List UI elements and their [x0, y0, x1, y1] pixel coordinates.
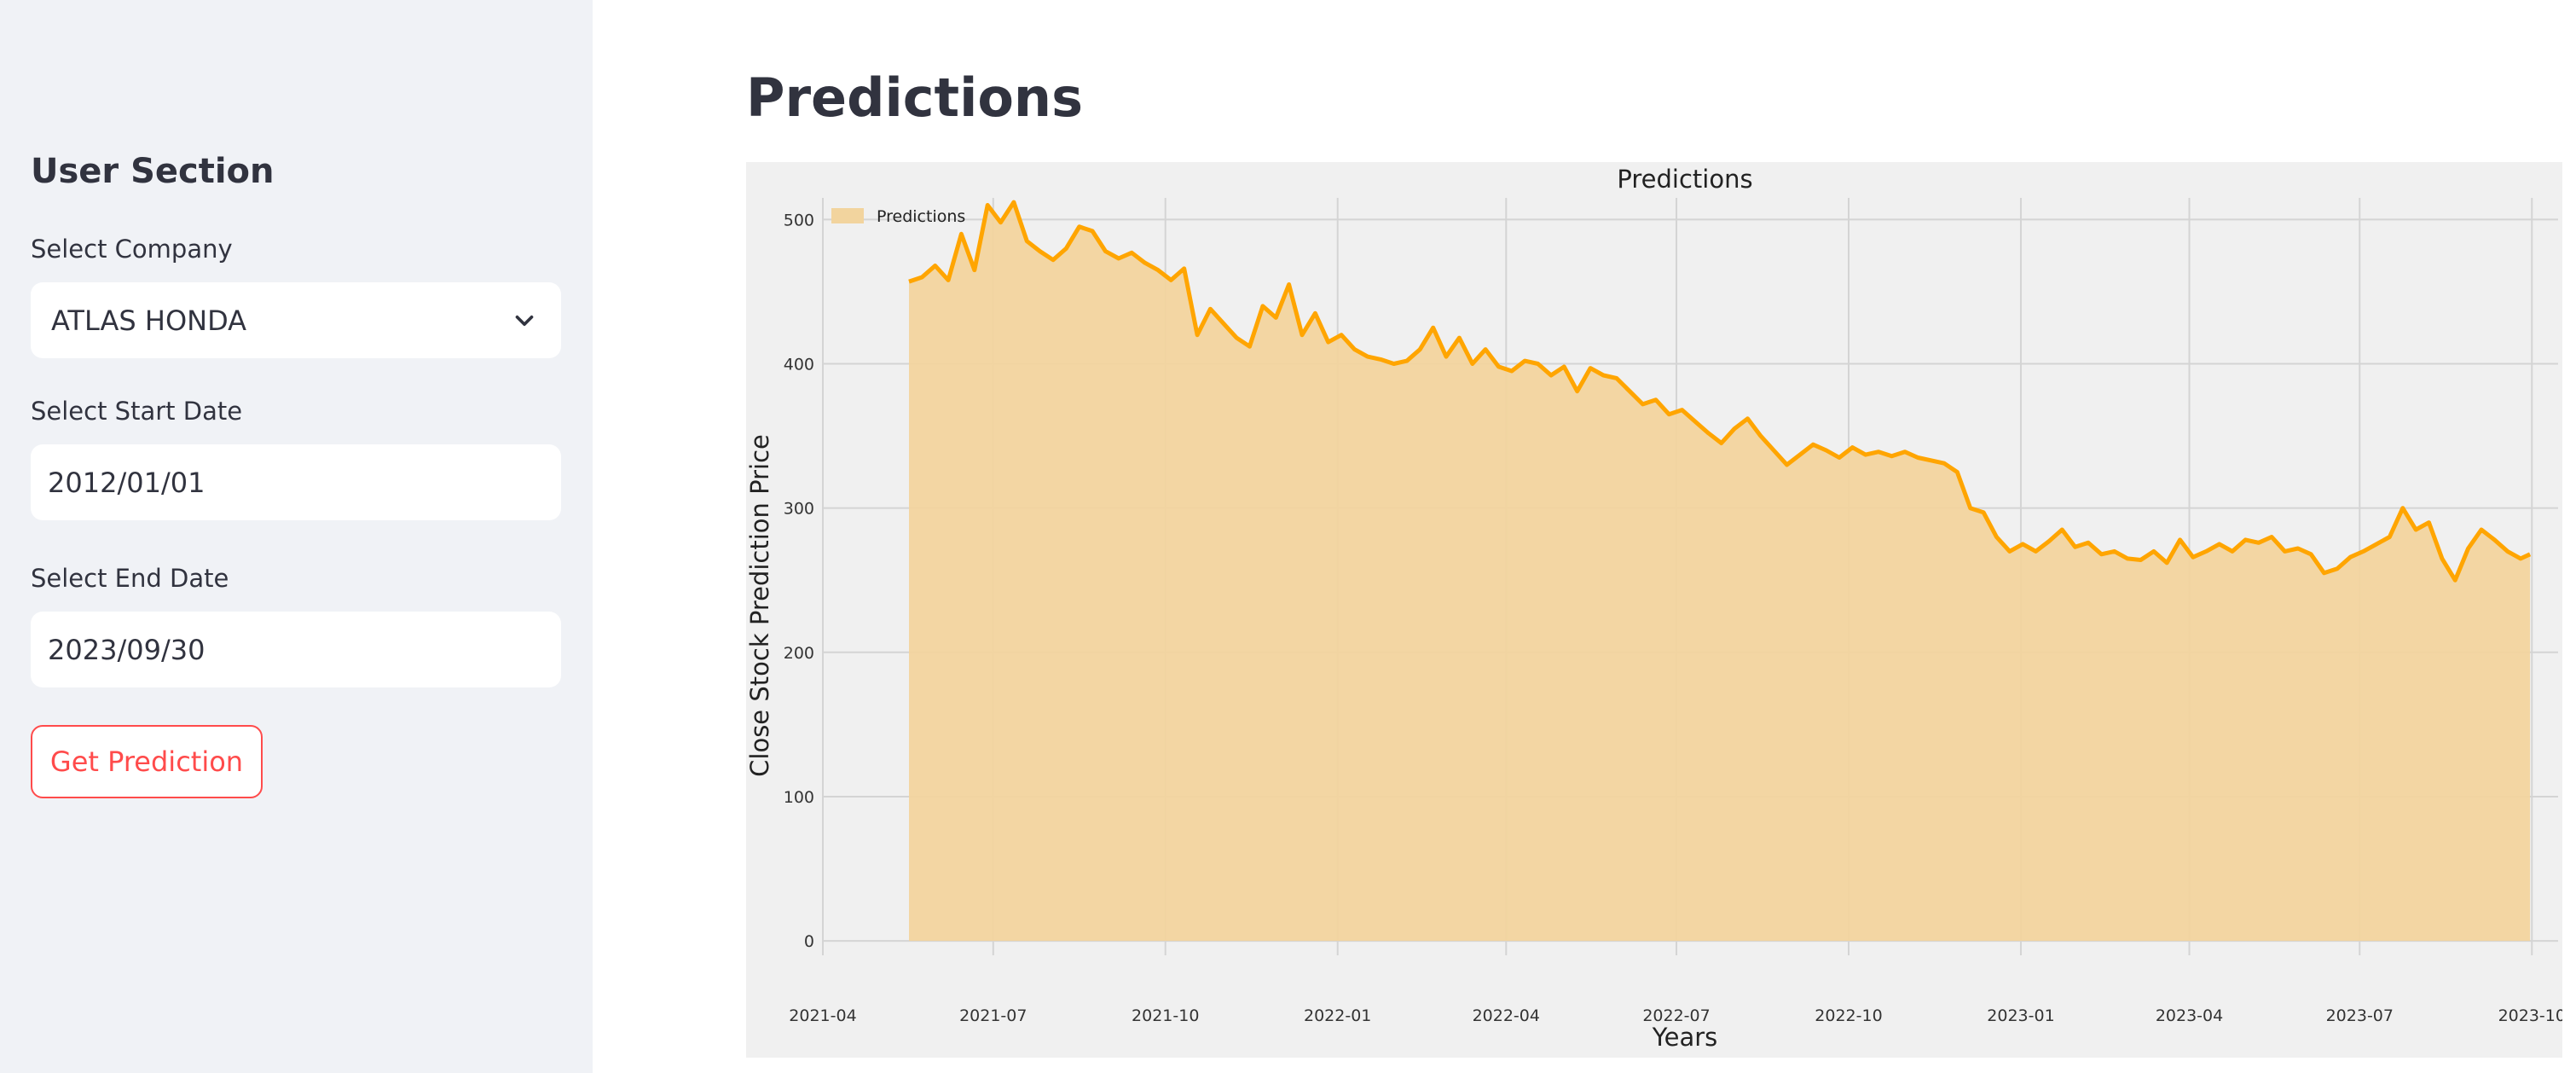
end-date-input[interactable]: 2023/09/30	[31, 612, 561, 687]
company-label: Select Company	[31, 235, 233, 264]
sidebar: User Section Select Company ATLAS HONDA …	[0, 0, 593, 1073]
chevron-down-icon	[515, 315, 534, 326]
x-tick-label: 2023-04	[2156, 1006, 2223, 1025]
x-tick-label: 2023-01	[1987, 1006, 2054, 1025]
x-tick-label: 2021-04	[789, 1006, 856, 1025]
predictions-chart: Predictions 2021-04 2021-07 2021-10 2022-01…	[746, 162, 2562, 1058]
y-tick-label: 300	[784, 500, 814, 519]
start-date-input[interactable]: 2012/01/01	[31, 444, 561, 520]
end-date-label: Select End Date	[31, 564, 229, 593]
end-date-value: 2023/09/30	[48, 633, 206, 666]
x-axis-title: Years	[1652, 1023, 1718, 1052]
y-tick-label: 0	[804, 932, 814, 951]
x-tick-label: 2022-10	[1815, 1006, 1882, 1025]
x-tick-label: 2021-10	[1132, 1006, 1199, 1025]
page-title: Predictions	[746, 67, 1083, 129]
y-tick-label: 500	[784, 211, 814, 229]
company-select-value: ATLAS HONDA	[51, 304, 247, 337]
x-tick-label: 2022-07	[1642, 1006, 1710, 1025]
prediction-line	[908, 200, 2532, 583]
x-tick-label: 2022-04	[1473, 1006, 1540, 1025]
get-prediction-label: Get Prediction	[49, 745, 244, 778]
start-date-label: Select Start Date	[31, 397, 243, 426]
y-tick-label: 200	[784, 644, 814, 663]
y-tick-label: 100	[784, 788, 814, 807]
legend-label: Predictions	[877, 207, 965, 226]
y-tick-label: 400	[784, 356, 814, 374]
chart-svg: Predictions 2021-04 2021-07 2021-10 2022-01…	[746, 162, 2562, 1058]
prediction-area	[909, 202, 2531, 942]
legend-swatch	[831, 208, 864, 223]
x-tick-label: 2023-07	[2326, 1006, 2394, 1025]
sidebar-title: User Section	[31, 152, 275, 191]
y-axis-title: Close Stock Prediction Price	[746, 434, 774, 777]
start-date-value: 2012/01/01	[48, 466, 206, 499]
x-tick-label: 2023-10	[2498, 1006, 2562, 1025]
company-select[interactable]: ATLAS HONDA	[31, 282, 561, 358]
x-tick-label: 2021-07	[959, 1006, 1027, 1025]
get-prediction-button[interactable]: Get Prediction	[31, 725, 263, 798]
x-tick-label: 2022-01	[1304, 1006, 1371, 1025]
axis-ticks: 2021-04 2021-07 2021-10 2022-01 2022-04 2022-…	[784, 211, 2562, 1025]
chart-title: Predictions	[1617, 165, 1752, 194]
chart-legend: Predictions	[831, 207, 965, 226]
